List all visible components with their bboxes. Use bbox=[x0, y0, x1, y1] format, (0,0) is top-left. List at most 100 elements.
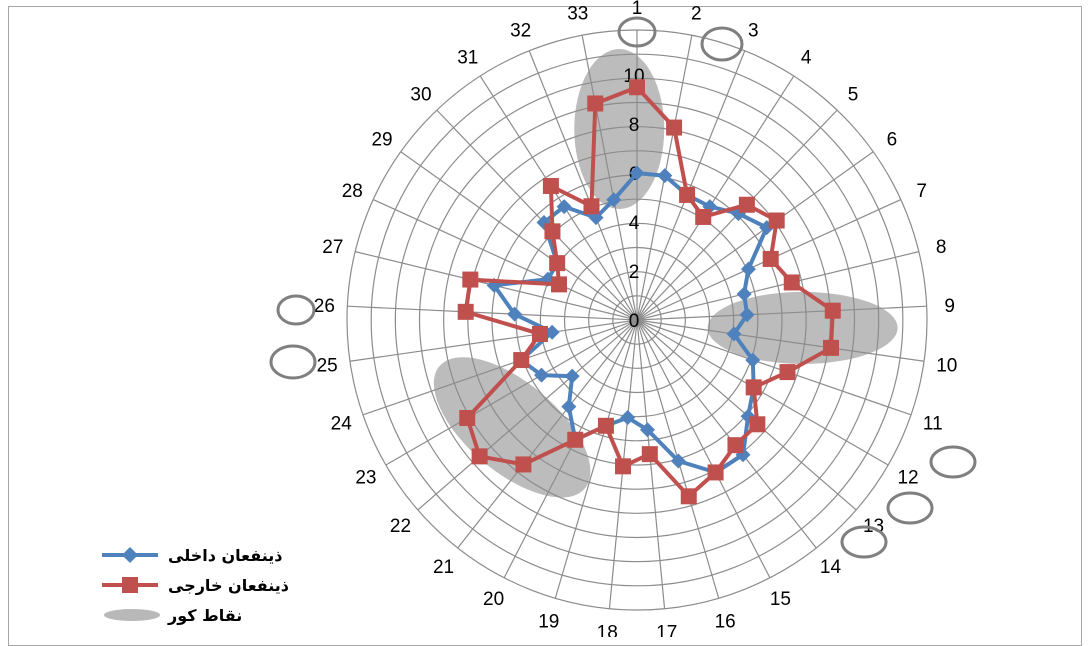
grid-spoke bbox=[400, 151, 638, 321]
category-label: 3 bbox=[748, 20, 759, 41]
category-label: 28 bbox=[342, 181, 363, 202]
category-label: 10 bbox=[936, 356, 957, 377]
blind-spot-circle-marker bbox=[840, 525, 888, 559]
radar-grid bbox=[346, 29, 928, 611]
data-point bbox=[597, 417, 614, 434]
grid-spoke bbox=[479, 75, 638, 321]
data-point bbox=[457, 303, 474, 320]
data-point bbox=[762, 250, 779, 267]
grid-spoke bbox=[372, 198, 638, 321]
data-point bbox=[768, 212, 785, 229]
blind-spot-markers bbox=[269, 16, 977, 559]
grid-spoke bbox=[636, 305, 927, 321]
grid-spoke bbox=[636, 319, 925, 362]
data-point bbox=[462, 271, 479, 288]
grid-spoke bbox=[347, 305, 638, 321]
category-label: 12 bbox=[897, 468, 918, 489]
data-point bbox=[544, 223, 561, 240]
grid-spoke bbox=[636, 75, 795, 321]
blind-spot-circle-marker bbox=[269, 344, 317, 380]
blind-spot-area bbox=[574, 49, 665, 210]
data-point bbox=[629, 165, 645, 181]
category-label: 15 bbox=[770, 589, 791, 610]
legend-label-internal: ذینفعان داخلی bbox=[168, 545, 283, 565]
category-label: 16 bbox=[715, 611, 736, 632]
grid-spoke bbox=[636, 319, 912, 416]
series-line-external bbox=[463, 85, 835, 499]
data-point bbox=[745, 352, 761, 368]
category-label: 27 bbox=[322, 237, 343, 258]
category-label: 32 bbox=[510, 20, 531, 41]
data-point bbox=[736, 286, 752, 302]
radial-tick-label: 0 bbox=[629, 311, 640, 332]
category-label: 18 bbox=[597, 623, 618, 637]
category-label: 8 bbox=[936, 237, 947, 258]
legend-swatch-blind-spots bbox=[104, 609, 160, 621]
grid-spoke bbox=[636, 319, 771, 579]
data-point bbox=[587, 95, 604, 112]
blind-spot-area bbox=[433, 357, 591, 498]
data-point bbox=[726, 326, 742, 342]
data-point bbox=[629, 79, 645, 96]
data-point bbox=[707, 464, 724, 481]
radial-tick-label: 2 bbox=[629, 262, 640, 283]
data-point bbox=[567, 431, 584, 448]
data-point bbox=[471, 448, 488, 465]
data-point bbox=[670, 453, 686, 469]
category-label: 2 bbox=[691, 4, 702, 25]
grid-spoke bbox=[554, 319, 638, 599]
data-point bbox=[549, 255, 566, 272]
category-label: 24 bbox=[331, 413, 353, 434]
grid-spoke bbox=[636, 319, 666, 609]
blind-spot-circle-marker bbox=[617, 16, 657, 48]
data-point bbox=[615, 458, 632, 475]
radial-tick-label: 4 bbox=[629, 213, 640, 234]
data-point bbox=[544, 324, 560, 340]
data-point bbox=[639, 422, 655, 438]
legend-label-blind-spots: نقاط کور bbox=[168, 605, 243, 625]
grid-spoke bbox=[417, 319, 638, 511]
category-label: 11 bbox=[923, 413, 943, 434]
data-point bbox=[680, 488, 697, 505]
category-label: 33 bbox=[567, 4, 588, 25]
grid-spoke bbox=[636, 151, 874, 321]
grid-spoke bbox=[436, 109, 638, 321]
data-point bbox=[779, 364, 796, 381]
category-label: 7 bbox=[916, 181, 927, 202]
category-label: 25 bbox=[317, 356, 338, 377]
data-point bbox=[513, 352, 530, 369]
category-label: 22 bbox=[390, 516, 411, 537]
category-label: 21 bbox=[433, 557, 454, 578]
grid-spoke bbox=[581, 35, 638, 321]
category-label: 5 bbox=[848, 84, 859, 105]
category-label: 4 bbox=[801, 48, 812, 69]
data-point bbox=[738, 196, 755, 213]
data-point bbox=[561, 399, 577, 415]
series-line-internal bbox=[492, 171, 769, 475]
data-point bbox=[823, 339, 840, 356]
data-point bbox=[620, 410, 636, 426]
blind-spot-circle-marker bbox=[700, 26, 744, 62]
data-point bbox=[534, 367, 550, 383]
grid-spoke bbox=[636, 50, 746, 321]
blind-spot-circle-marker bbox=[886, 491, 934, 525]
category-labels: 1 234567891011121314151617181920212223242… bbox=[314, 0, 958, 637]
grid-spoke bbox=[362, 319, 638, 416]
data-point bbox=[739, 307, 755, 323]
category-label: 20 bbox=[483, 589, 504, 610]
grid-spoke bbox=[385, 319, 638, 466]
grid-spoke bbox=[457, 319, 638, 549]
legend-item-blind-spots: نقاط کور bbox=[100, 600, 330, 630]
grid-spoke bbox=[528, 50, 638, 321]
grid-spoke bbox=[636, 319, 817, 549]
category-label: 31 bbox=[457, 48, 478, 69]
data-point bbox=[745, 379, 762, 396]
data-point bbox=[531, 325, 548, 342]
data-point bbox=[583, 198, 600, 215]
legend-item-internal: ذینفعان داخلی bbox=[100, 540, 330, 570]
legend-item-external: ذینفعان خارجی bbox=[100, 570, 330, 600]
data-point bbox=[783, 274, 800, 291]
data-point bbox=[695, 208, 712, 225]
data-point bbox=[641, 446, 658, 463]
